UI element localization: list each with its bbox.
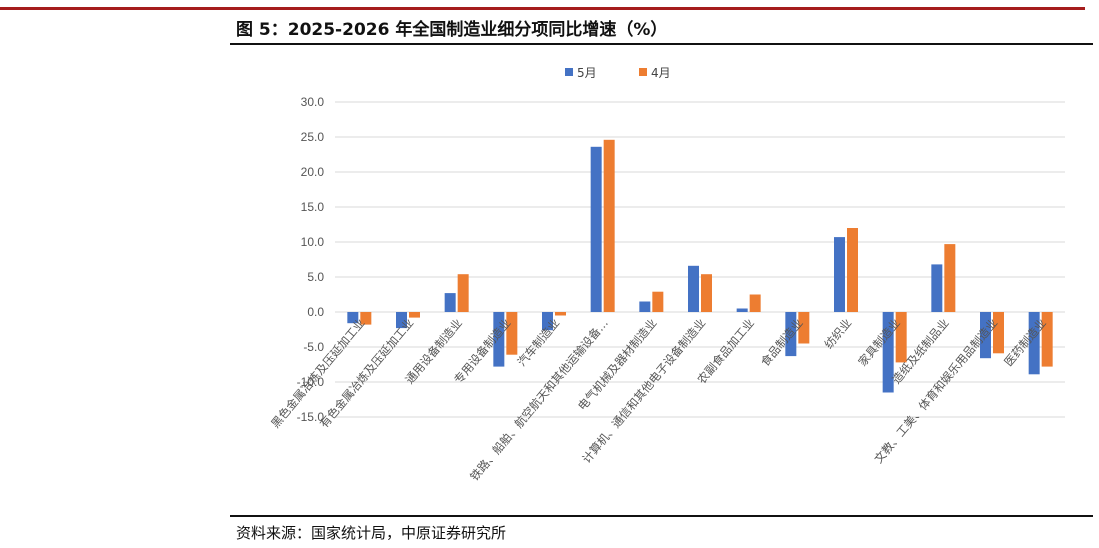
bar-may [590, 146, 602, 312]
bar-may [444, 293, 456, 312]
top-rule [0, 7, 1085, 10]
bar-may [639, 301, 651, 312]
bar-april [944, 244, 956, 312]
title-rule [230, 43, 1093, 45]
category-label: 汽车制造业 [515, 316, 563, 369]
y-tick-label: -10.0 [297, 375, 325, 389]
category-label: 有色金属冶炼及压延加工业 [317, 316, 416, 431]
bar-april [1041, 312, 1053, 367]
bar-may [493, 312, 505, 367]
legend-label-4: 4月 [651, 66, 671, 80]
bar-april [555, 312, 566, 316]
legend-swatch-4 [639, 68, 647, 76]
y-tick-label: -5.0 [303, 340, 324, 354]
y-tick-label: 25.0 [301, 130, 325, 144]
bars [347, 139, 1053, 393]
legend-label-5: 5月 [577, 66, 597, 80]
bar-april [409, 312, 420, 318]
bottom-rule [230, 515, 1093, 517]
y-tick-label: 10.0 [301, 235, 325, 249]
y-axis-ticks: 30.0 25.0 20.0 15.0 10.0 5.0 0.0 -5.0 -10.0 -15.0 [297, 95, 325, 424]
bar-april [506, 312, 518, 355]
bar-may [931, 264, 943, 312]
bar-april [360, 312, 372, 325]
bar-april [652, 291, 664, 312]
bar-april [603, 139, 615, 312]
bar-may [396, 312, 407, 329]
bar-may [1028, 312, 1040, 375]
legend: 5月 4月 [565, 66, 671, 80]
y-tick-label: 15.0 [301, 200, 325, 214]
source-note: 资料来源：国家统计局，中原证券研究所 [236, 524, 507, 542]
bar-may [736, 308, 748, 312]
bar-may [542, 312, 553, 331]
bar-may [347, 312, 359, 324]
bar-april [749, 294, 761, 312]
legend-swatch-5 [565, 68, 573, 76]
bar-april [457, 274, 469, 312]
bar-may [834, 237, 845, 312]
bar-may [980, 312, 991, 359]
y-tick-label: -15.0 [297, 410, 325, 424]
y-tick-label: 5.0 [307, 270, 324, 284]
bar-april [993, 312, 1004, 354]
bar-april [895, 312, 907, 363]
bar-may [688, 265, 699, 312]
category-label: 纺织业 [821, 316, 854, 351]
y-tick-label: 30.0 [301, 95, 325, 109]
bar-april [847, 228, 858, 312]
y-tick-label: 0.0 [307, 305, 324, 319]
y-tick-label: 20.0 [301, 165, 325, 179]
bar-may [882, 312, 894, 393]
bar-april [798, 312, 810, 344]
grid-lines [335, 101, 1065, 418]
figure-title: 图 5：2025-2026 年全国制造业细分项同比增速（%） [236, 20, 668, 40]
bar-may [785, 312, 797, 357]
bar-april [701, 274, 712, 312]
